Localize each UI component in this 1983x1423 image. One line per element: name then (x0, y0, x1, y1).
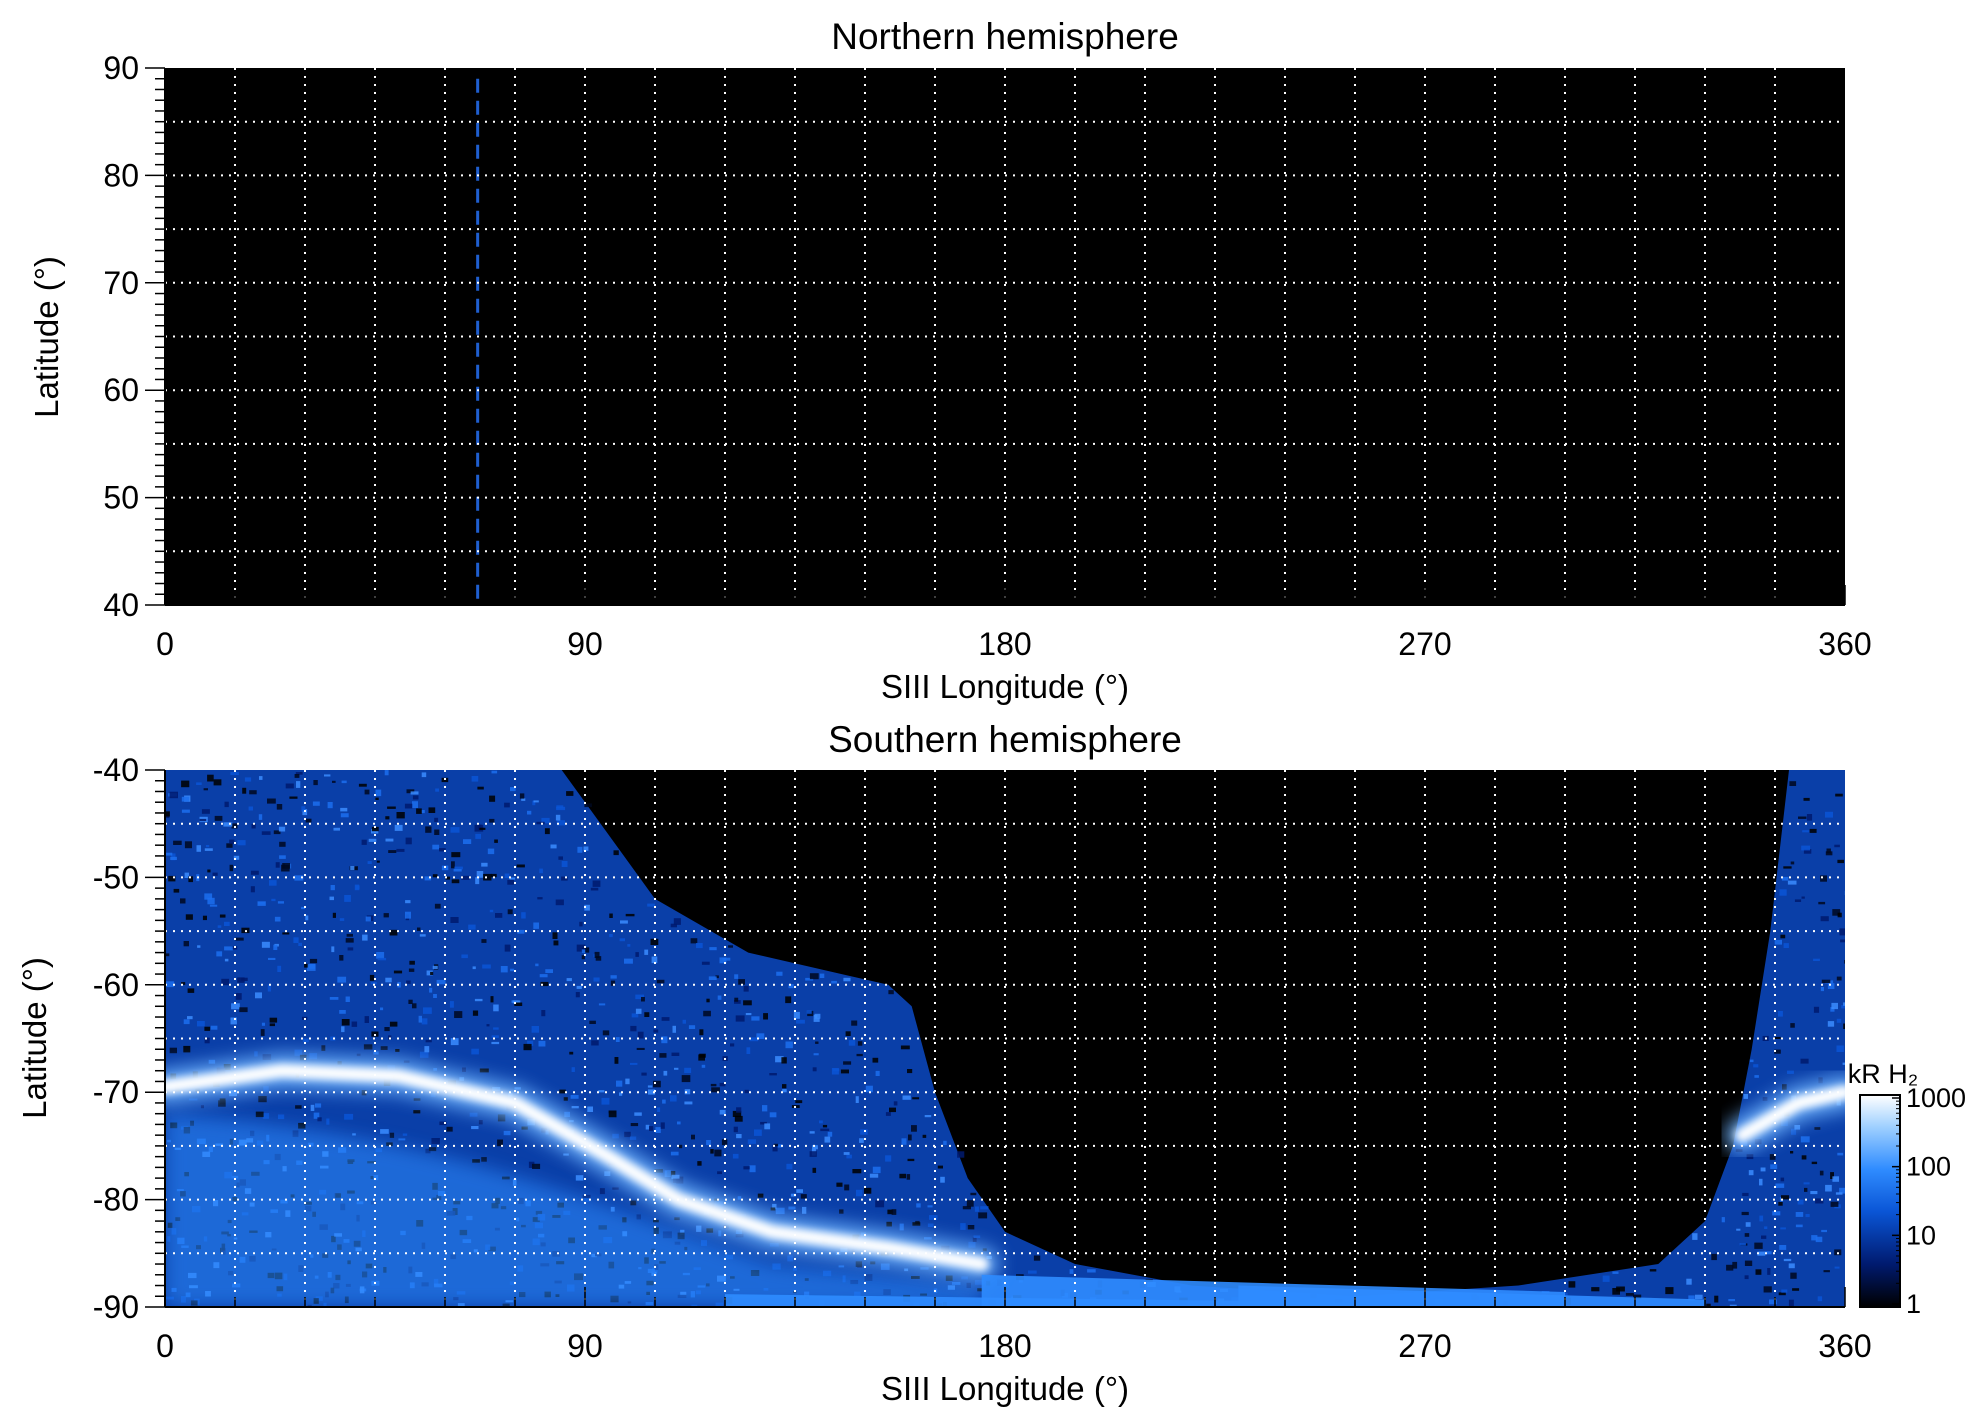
colorbar-gradient (1859, 1094, 1901, 1308)
diffuse-emission (165, 1113, 982, 1307)
auroral-oval (1735, 1085, 1845, 1143)
north-axes: 40 50 60 70 80 90 0 90 180 270 360 (103, 50, 1871, 662)
x-tick-label: 270 (1398, 626, 1451, 662)
colorbar-ticks: 1 10 100 1000 (1892, 1083, 1966, 1319)
x-tick-label: 360 (1818, 626, 1871, 662)
south-grid (165, 770, 1845, 1307)
y-tick-label: 60 (103, 372, 139, 408)
north-title: Northern hemisphere (831, 16, 1179, 57)
colorbar-label: kR H₂ (1848, 1059, 1918, 1089)
colorbar-tick-label: 1 (1906, 1289, 1921, 1319)
colorbar-tick-label: 1000 (1906, 1083, 1966, 1113)
y-tick-label: -70 (93, 1074, 139, 1110)
observed-region (165, 770, 1845, 1307)
colorbar-tick-label: 100 (1906, 1152, 1951, 1182)
x-tick-label: 90 (567, 626, 603, 662)
x-tick-label: 90 (567, 1328, 603, 1364)
y-tick-label: -60 (93, 967, 139, 1003)
south-ylabel: Latitude (°) (16, 957, 53, 1119)
north-xlabel: SIII Longitude (°) (881, 668, 1129, 705)
north-panel: Northern hemisphere 40 50 60 70 80 90 0 90 180 27… (28, 16, 1872, 705)
south-xlabel: SIII Longitude (°) (881, 1370, 1129, 1407)
y-tick-label: -90 (93, 1289, 139, 1325)
north-grid (165, 68, 1845, 605)
x-tick-label: 180 (978, 626, 1031, 662)
south-axes: -90 -80 -70 -60 -50 -40 0 90 180 270 360 (93, 752, 1872, 1364)
south-marks (165, 770, 1845, 1307)
north-ylabel: Latitude (°) (28, 256, 65, 418)
y-tick-label: -40 (93, 752, 139, 788)
x-tick-label: 180 (978, 1328, 1031, 1364)
x-tick-label: 0 (156, 1328, 174, 1364)
colorbar-tick-label: 10 (1906, 1220, 1936, 1250)
auroral-oval (165, 1063, 989, 1271)
y-tick-label: 80 (103, 157, 139, 193)
y-tick-label: 70 (103, 265, 139, 301)
y-tick-label: -50 (93, 859, 139, 895)
y-tick-label: 90 (103, 50, 139, 86)
x-tick-label: 0 (156, 626, 174, 662)
south-title: Southern hemisphere (828, 719, 1182, 760)
y-tick-label: -80 (93, 1182, 139, 1218)
colorbar: kR H₂ 1 10 100 1000 (1848, 1059, 1966, 1319)
y-tick-label: 50 (103, 480, 139, 516)
x-tick-label: 270 (1398, 1328, 1451, 1364)
x-tick-label: 360 (1818, 1328, 1871, 1364)
south-panel: Southern hemisphere -90 -80 -70 -60 -50 -40 0 9… (16, 719, 1872, 1407)
y-tick-label: 40 (103, 587, 139, 623)
